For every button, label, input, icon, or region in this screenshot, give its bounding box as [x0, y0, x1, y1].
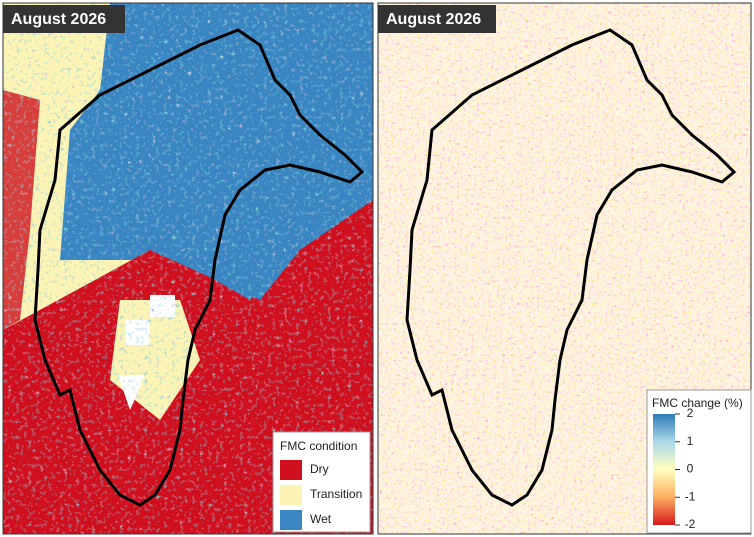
- legend-swatch: [280, 485, 302, 505]
- legend: FMC condition Dry Transition Wet: [272, 431, 371, 533]
- boundary: [33, 28, 365, 507]
- panel-frame: [377, 2, 752, 535]
- legend-title: FMC condition: [280, 439, 357, 453]
- panel-title: August 2026: [386, 11, 481, 28]
- colorbar-tick-label: -2: [685, 517, 696, 531]
- title-box: [378, 5, 496, 33]
- panel-title: August 2026: [11, 11, 106, 28]
- colorbar: FMC change (%) 2 1 0 -1 -2: [646, 389, 752, 534]
- legend-label: Transition: [310, 487, 362, 501]
- legend-swatch: [280, 460, 302, 480]
- colorbar-tick-label: -1: [685, 489, 696, 503]
- title-box: [3, 5, 125, 33]
- colorbar-title: FMC change (%): [652, 396, 743, 410]
- colorbar-ramp: [653, 414, 675, 525]
- legend-swatch: [280, 510, 302, 530]
- left-map: [3, 3, 373, 534]
- colorbar-tick-label: 0: [687, 462, 694, 476]
- colorbar-tick-label: 1: [687, 434, 694, 448]
- colorbar-tick-label: 2: [687, 406, 694, 420]
- legend-label: Wet: [310, 512, 332, 526]
- legend-label: Dry: [310, 462, 329, 476]
- panel-frame: [2, 2, 374, 535]
